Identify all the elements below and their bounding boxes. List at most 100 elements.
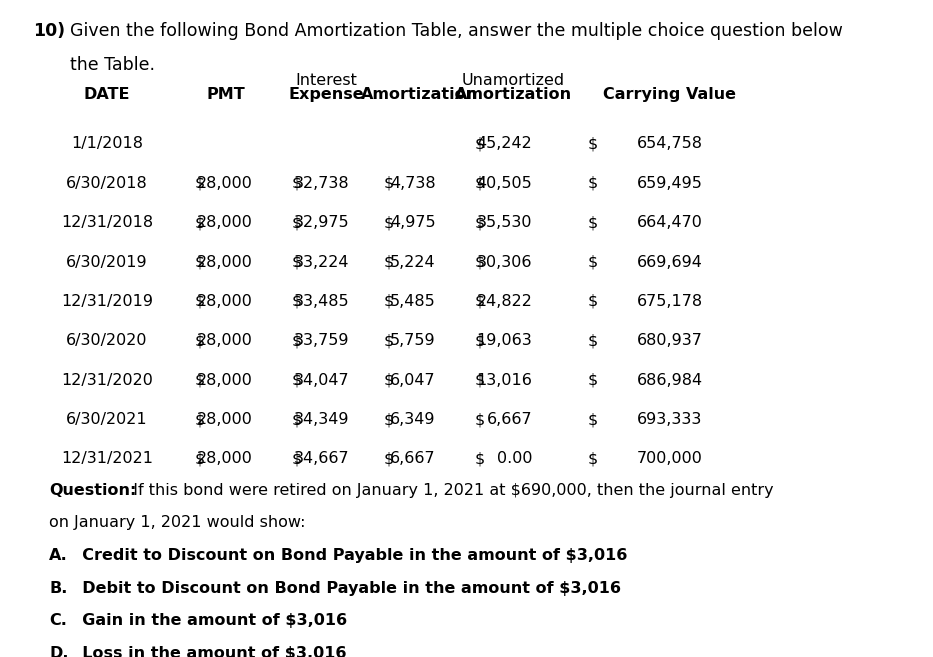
Text: 28,000: 28,000	[197, 412, 253, 427]
Text: $: $	[383, 215, 394, 230]
Text: $: $	[195, 175, 205, 191]
Text: Gain in the amount of $3,016: Gain in the amount of $3,016	[72, 614, 348, 629]
Text: 34,047: 34,047	[294, 373, 349, 388]
Text: 28,000: 28,000	[197, 451, 253, 466]
Text: Question:: Question:	[49, 483, 136, 498]
Text: 13,016: 13,016	[477, 373, 533, 388]
Text: $: $	[474, 215, 484, 230]
Text: $: $	[292, 412, 302, 427]
Text: 5,759: 5,759	[390, 333, 436, 348]
Text: $: $	[383, 254, 394, 269]
Text: $: $	[588, 451, 598, 466]
Text: DATE: DATE	[84, 87, 130, 102]
Text: 6,047: 6,047	[390, 373, 436, 388]
Text: $: $	[383, 333, 394, 348]
Text: $: $	[474, 254, 484, 269]
Text: C.: C.	[49, 614, 67, 629]
Text: 28,000: 28,000	[197, 333, 253, 348]
Text: 669,694: 669,694	[636, 254, 703, 269]
Text: 10): 10)	[33, 22, 65, 40]
Text: $: $	[195, 215, 205, 230]
Text: 12/31/2020: 12/31/2020	[61, 373, 153, 388]
Text: 686,984: 686,984	[636, 373, 703, 388]
Text: If this bond were retired on January 1, 2021 at $690,000, then the journal entry: If this bond were retired on January 1, …	[123, 483, 773, 498]
Text: 28,000: 28,000	[197, 373, 253, 388]
Text: Interest: Interest	[296, 72, 357, 87]
Text: 45,242: 45,242	[477, 136, 533, 151]
Text: 33,485: 33,485	[294, 294, 349, 309]
Text: $: $	[195, 254, 205, 269]
Text: $: $	[383, 412, 394, 427]
Text: $: $	[195, 333, 205, 348]
Text: $: $	[588, 412, 598, 427]
Text: 19,063: 19,063	[477, 333, 533, 348]
Text: Loss in the amount of $3,016: Loss in the amount of $3,016	[72, 646, 347, 657]
Text: $: $	[588, 333, 598, 348]
Text: 28,000: 28,000	[197, 294, 253, 309]
Text: $: $	[383, 451, 394, 466]
Text: 33,759: 33,759	[294, 333, 349, 348]
Text: 0.00: 0.00	[497, 451, 533, 466]
Text: 28,000: 28,000	[197, 215, 253, 230]
Text: $: $	[474, 175, 484, 191]
Text: 28,000: 28,000	[197, 254, 253, 269]
Text: $: $	[474, 136, 484, 151]
Text: $: $	[474, 412, 484, 427]
Text: $: $	[292, 215, 302, 230]
Text: 12/31/2019: 12/31/2019	[61, 294, 153, 309]
Text: $: $	[588, 136, 598, 151]
Text: $: $	[195, 412, 205, 427]
Text: $: $	[292, 254, 302, 269]
Text: $: $	[195, 373, 205, 388]
Text: 675,178: 675,178	[636, 294, 703, 309]
Text: the Table.: the Table.	[70, 57, 155, 74]
Text: 4,975: 4,975	[390, 215, 436, 230]
Text: $: $	[292, 451, 302, 466]
Text: $: $	[588, 175, 598, 191]
Text: 1/1/2018: 1/1/2018	[71, 136, 143, 151]
Text: $: $	[383, 373, 394, 388]
Text: 5,485: 5,485	[390, 294, 436, 309]
Text: Amortization: Amortization	[361, 87, 479, 102]
Text: Debit to Discount on Bond Payable in the amount of $3,016: Debit to Discount on Bond Payable in the…	[72, 581, 621, 596]
Text: 680,937: 680,937	[636, 333, 703, 348]
Text: 34,349: 34,349	[294, 412, 349, 427]
Text: Amortization: Amortization	[455, 87, 572, 102]
Text: $: $	[383, 294, 394, 309]
Text: $: $	[292, 333, 302, 348]
Text: 35,530: 35,530	[477, 215, 533, 230]
Text: $: $	[292, 294, 302, 309]
Text: 6/30/2021: 6/30/2021	[66, 412, 147, 427]
Text: on January 1, 2021 would show:: on January 1, 2021 would show:	[49, 515, 306, 530]
Text: 32,975: 32,975	[294, 215, 349, 230]
Text: $: $	[588, 294, 598, 309]
Text: $: $	[588, 215, 598, 230]
Text: 6/30/2020: 6/30/2020	[66, 333, 147, 348]
Text: $: $	[474, 333, 484, 348]
Text: 4,738: 4,738	[390, 175, 436, 191]
Text: Credit to Discount on Bond Payable in the amount of $3,016: Credit to Discount on Bond Payable in th…	[72, 549, 628, 564]
Text: 6,667: 6,667	[487, 412, 533, 427]
Text: 30,306: 30,306	[477, 254, 533, 269]
Text: 24,822: 24,822	[477, 294, 533, 309]
Text: 664,470: 664,470	[636, 215, 703, 230]
Text: $: $	[474, 294, 484, 309]
Text: $: $	[383, 175, 394, 191]
Text: B.: B.	[49, 581, 68, 596]
Text: 34,667: 34,667	[294, 451, 349, 466]
Text: D.: D.	[49, 646, 69, 657]
Text: $: $	[195, 294, 205, 309]
Text: $: $	[292, 175, 302, 191]
Text: 6/30/2019: 6/30/2019	[66, 254, 147, 269]
Text: 32,738: 32,738	[294, 175, 349, 191]
Text: 40,505: 40,505	[477, 175, 533, 191]
Text: 659,495: 659,495	[636, 175, 703, 191]
Text: 33,224: 33,224	[294, 254, 349, 269]
Text: 693,333: 693,333	[637, 412, 703, 427]
Text: 700,000: 700,000	[636, 451, 703, 466]
Text: $: $	[474, 373, 484, 388]
Text: 12/31/2021: 12/31/2021	[61, 451, 153, 466]
Text: PMT: PMT	[206, 87, 245, 102]
Text: A.: A.	[49, 549, 68, 564]
Text: 12/31/2018: 12/31/2018	[61, 215, 153, 230]
